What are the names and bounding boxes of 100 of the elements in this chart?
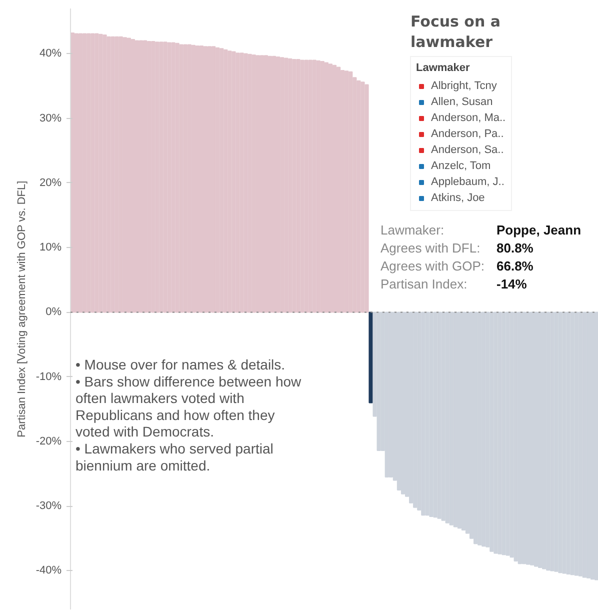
- y-tick-label: 40%: [39, 48, 62, 60]
- bar: [425, 312, 430, 516]
- bar: [236, 52, 240, 313]
- bar: [74, 33, 79, 313]
- bar: [437, 312, 442, 519]
- bar: [344, 70, 349, 313]
- bar: [183, 44, 188, 313]
- bar: [228, 50, 232, 313]
- bar: [159, 42, 164, 313]
- bar: [94, 33, 99, 313]
- bar: [364, 84, 369, 313]
- bar: [550, 312, 554, 572]
- bar: [216, 47, 220, 313]
- bar: [449, 312, 454, 526]
- bar: [534, 312, 538, 567]
- bar: [562, 312, 566, 574]
- bar: [586, 312, 590, 578]
- bar: [421, 312, 426, 516]
- bar: [332, 64, 337, 313]
- bar: [224, 49, 228, 313]
- bar: [232, 51, 236, 313]
- bar: [336, 66, 341, 313]
- bar: [134, 40, 140, 313]
- category-label: Atkins, Joe: [431, 191, 485, 205]
- bar: [384, 312, 389, 478]
- bar: [171, 42, 176, 313]
- bar: [413, 312, 418, 508]
- bar: [445, 312, 450, 524]
- bar: [300, 60, 304, 313]
- bar: [490, 312, 494, 552]
- annotation: • Mouse over for names & details. • Bars show difference between how often lawmakers voted with Republicans and how often they voted with Democrats. • Lawmakers who served partial biennium are omitted.: [76, 356, 302, 474]
- bar: [453, 312, 458, 528]
- bar: [195, 45, 200, 313]
- bar: [122, 37, 127, 313]
- bar: [106, 36, 111, 313]
- bar: [102, 34, 107, 313]
- bar: [288, 58, 292, 313]
- y-tick-label: -40%: [36, 564, 62, 577]
- bar: [566, 312, 570, 574]
- bar: [502, 312, 506, 556]
- category-label: Applebaum, J..: [431, 175, 504, 189]
- legend-title: Lawmaker: [416, 62, 471, 74]
- bar: [167, 42, 172, 313]
- bar: [360, 82, 365, 313]
- bar: [244, 53, 248, 313]
- bar: [126, 38, 132, 313]
- bar: [526, 312, 530, 565]
- bar: [312, 60, 316, 313]
- bar: [356, 80, 361, 313]
- bar: [268, 56, 272, 313]
- bar: [473, 312, 478, 544]
- bar: [498, 312, 502, 554]
- bar: [578, 312, 582, 576]
- bar: [558, 312, 562, 574]
- category-label: Anderson, Pa..: [431, 127, 504, 141]
- bar: [163, 42, 168, 313]
- bar: [340, 70, 345, 313]
- bar: [433, 312, 438, 518]
- bar: [320, 60, 324, 313]
- bar: [155, 42, 160, 313]
- bar: [324, 62, 329, 313]
- bar: [260, 55, 264, 313]
- bar: [276, 56, 280, 313]
- bar: [530, 312, 534, 566]
- bar: [284, 58, 288, 313]
- bar: [348, 71, 353, 313]
- bar: [256, 55, 260, 313]
- bar: [138, 40, 144, 313]
- y-tick-label: 0%: [46, 306, 62, 318]
- bar: [90, 33, 95, 313]
- bar: [506, 312, 510, 556]
- bar: [376, 312, 381, 452]
- y-tick-label: -10%: [36, 370, 62, 383]
- bar: [240, 52, 244, 313]
- bar: [582, 312, 586, 578]
- bar: [114, 36, 119, 313]
- bar: [78, 33, 83, 313]
- bar: [220, 48, 224, 313]
- bar: [538, 312, 542, 568]
- bar: [400, 312, 406, 494]
- bar: [396, 312, 402, 490]
- bar: [264, 55, 268, 313]
- bar: [441, 312, 446, 521]
- y-tick-label: 10%: [39, 242, 62, 254]
- bar: [478, 312, 482, 546]
- bar: [147, 40, 152, 313]
- bar: [457, 312, 462, 529]
- bar: [590, 312, 595, 580]
- bar: [542, 312, 546, 570]
- bar: [328, 64, 333, 313]
- bar: [429, 312, 434, 517]
- bar: [574, 312, 578, 576]
- bar: [98, 34, 103, 313]
- text: Focus on a lawmaker: [410, 12, 500, 52]
- bar: [110, 36, 115, 313]
- bar: [207, 46, 212, 313]
- y-tick-label: 30%: [39, 112, 62, 124]
- y-tick-label: -30%: [36, 500, 62, 512]
- bar: [130, 39, 136, 313]
- category-label: Anzelc, Tom: [431, 159, 491, 173]
